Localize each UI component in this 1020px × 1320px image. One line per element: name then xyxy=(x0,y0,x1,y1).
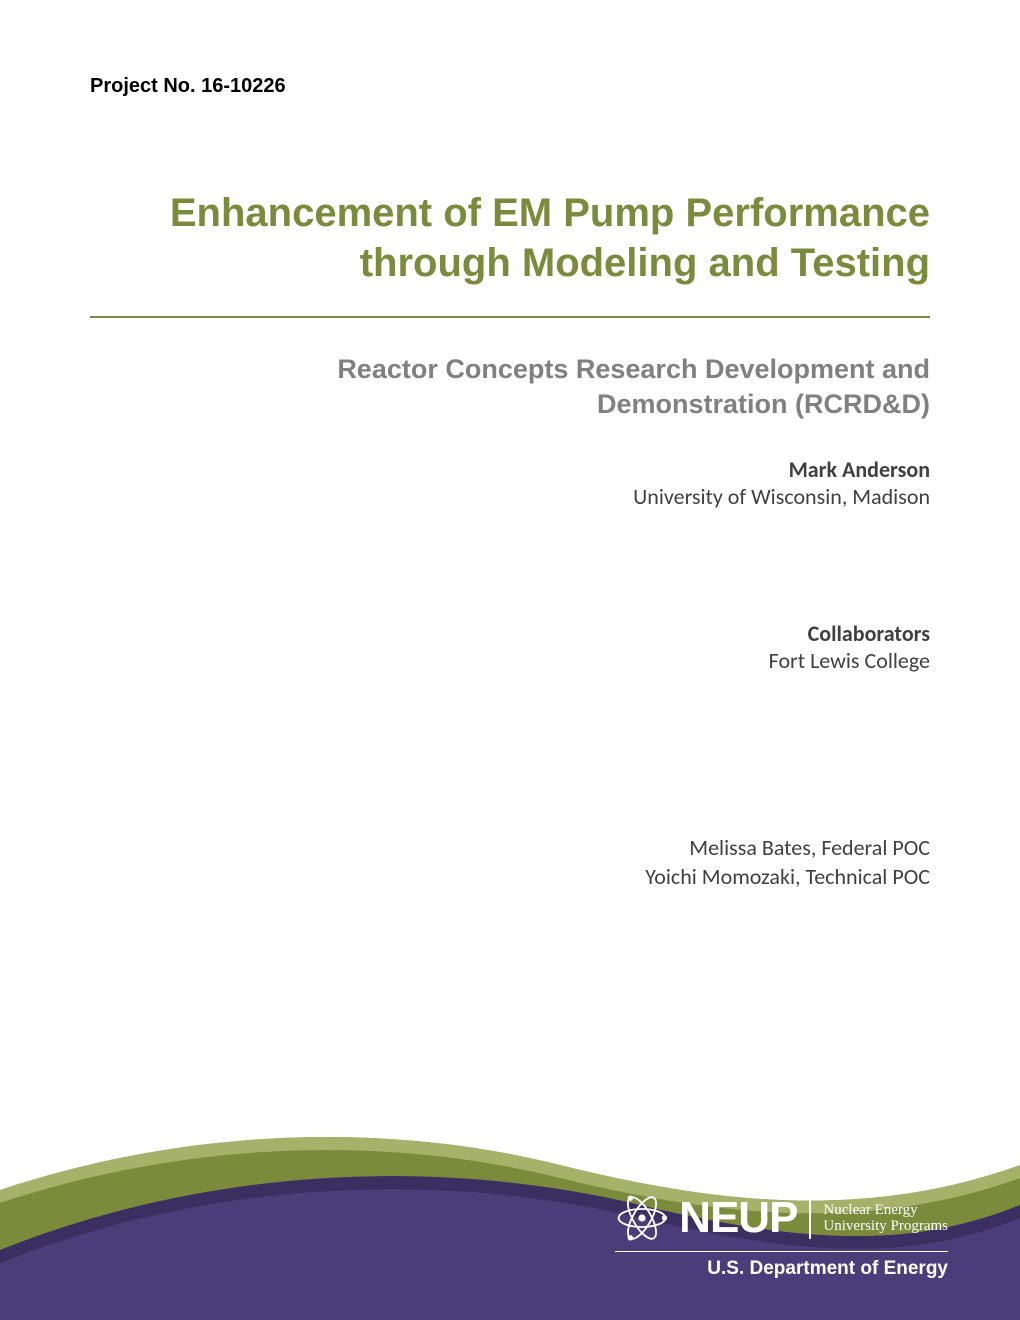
document-title: Enhancement of EM Pump Performance throu… xyxy=(90,188,930,288)
collaborators-block: Collaborators Fort Lewis College xyxy=(90,620,930,674)
collaborators-label: Collaborators xyxy=(90,620,930,647)
collaborators-name: Fort Lewis College xyxy=(90,647,930,674)
author-name: Mark Anderson xyxy=(90,456,930,483)
atom-icon xyxy=(615,1191,669,1245)
neup-logo-subtitle: Nuclear Energy University Programs xyxy=(823,1202,948,1235)
project-number: Project No. 16-10226 xyxy=(90,75,930,98)
neup-sub-line1: Nuclear Energy xyxy=(823,1202,948,1219)
author-block: Mark Anderson University of Wisconsin, M… xyxy=(90,456,930,510)
footer-logo-block: NEUP Nuclear Energy University Programs … xyxy=(615,1191,948,1280)
author-affiliation: University of Wisconsin, Madison xyxy=(90,483,930,510)
title-divider xyxy=(90,316,930,318)
poc-federal: Melissa Bates, Federal POC xyxy=(90,834,930,863)
neup-sub-line2: University Programs xyxy=(823,1218,948,1235)
department-line: U.S. Department of Energy xyxy=(615,1251,948,1280)
document-subtitle: Reactor Concepts Research Development an… xyxy=(90,352,930,422)
neup-logo-divider xyxy=(809,1197,811,1239)
neup-logo-text: NEUP xyxy=(679,1196,797,1240)
poc-technical: Yoichi Momozaki, Technical POC xyxy=(90,863,930,892)
poc-block: Melissa Bates, Federal POC Yoichi Momoza… xyxy=(90,834,930,891)
neup-logo-row: NEUP Nuclear Energy University Programs xyxy=(615,1191,948,1245)
